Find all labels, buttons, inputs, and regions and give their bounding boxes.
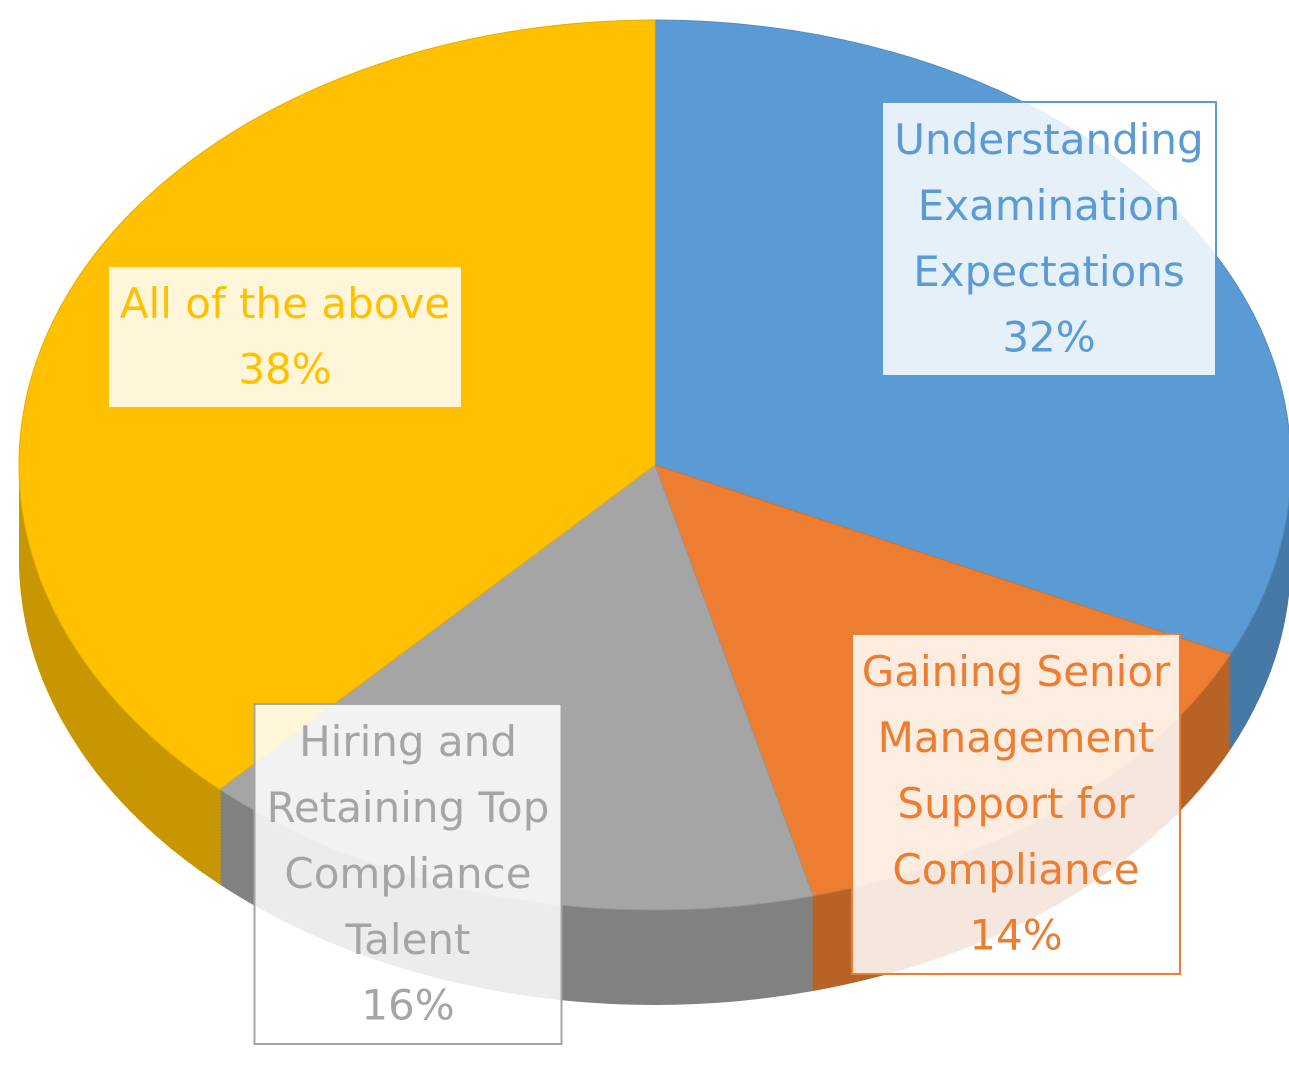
- value-label: 16%: [361, 981, 454, 1030]
- label-box: [851, 633, 1181, 975]
- label-line: Management: [878, 713, 1155, 762]
- label-box: [107, 265, 463, 409]
- label-box: [881, 101, 1217, 377]
- data-label: Gaining Senior Management Support for Compl…: [851, 633, 1181, 975]
- label-line: Gaining Senior: [862, 647, 1171, 696]
- category-label: Gaining Senior Management Support for Compl…: [862, 647, 1171, 894]
- label-box: [253, 703, 563, 1045]
- data-label: All of the above 38%: [107, 265, 463, 409]
- value-label: 38%: [238, 345, 331, 394]
- value-label: 32%: [1002, 313, 1095, 362]
- label-line: Hiring and: [299, 717, 517, 766]
- value-label: 14%: [969, 911, 1062, 960]
- category-label: Hiring and Retaining Top Compliance Talent: [267, 717, 550, 964]
- label-line: Expectations: [913, 247, 1185, 296]
- category-label: All of the above: [120, 279, 450, 328]
- label-line: Examination: [918, 181, 1181, 230]
- label-line: Retaining Top: [267, 783, 550, 832]
- label-line: Compliance: [284, 849, 531, 898]
- data-label: Understanding Examination Expectations 32%: [881, 101, 1217, 377]
- data-label: Hiring and Retaining Top Compliance Talent 1…: [253, 703, 563, 1045]
- label-line: All of the above: [120, 279, 450, 328]
- label-line: Compliance: [892, 845, 1139, 894]
- label-line: Support for: [897, 779, 1135, 828]
- label-line: Understanding: [894, 115, 1203, 164]
- category-label: Understanding Examination Expectations: [894, 115, 1203, 296]
- label-line: Talent: [344, 915, 470, 964]
